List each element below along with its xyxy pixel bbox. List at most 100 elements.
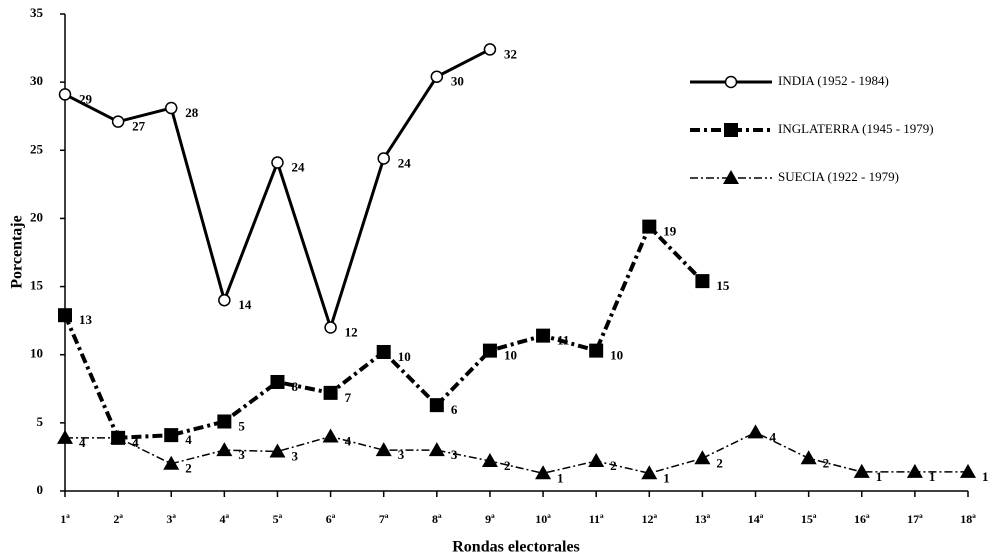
data-label: 10	[504, 348, 517, 363]
point	[111, 115, 125, 128]
point	[324, 321, 337, 334]
point	[483, 43, 497, 56]
point	[377, 152, 390, 165]
data-label: 24	[291, 160, 305, 175]
data-label: 12	[345, 324, 358, 339]
x-tick-label: 12ª	[641, 512, 657, 526]
data-label: 27	[132, 119, 146, 134]
point	[641, 465, 658, 480]
series-line	[64, 48, 491, 333]
point	[747, 424, 764, 439]
legend-marker	[724, 123, 738, 137]
data-label: 3	[291, 448, 298, 463]
data-label: 28	[185, 105, 199, 120]
series-line	[65, 431, 968, 475]
data-label: 1	[929, 469, 936, 484]
legend-label: SUECIA (1922 - 1979)	[778, 169, 899, 184]
x-tick-label: 1ª	[60, 512, 70, 526]
y-axis-title: Porcentaje	[9, 215, 26, 288]
data-label: 29	[79, 91, 93, 106]
x-tick-label: 17ª	[907, 512, 923, 526]
point	[694, 450, 711, 465]
data-label: 30	[451, 74, 464, 89]
series-line	[63, 223, 704, 440]
x-tick-label: 9ª	[485, 512, 495, 526]
data-label: 5	[238, 418, 245, 433]
point	[164, 428, 179, 443]
data-label: 3	[398, 447, 405, 462]
data-label: 15	[716, 278, 730, 293]
data-label: 2	[185, 461, 192, 476]
point	[589, 343, 604, 358]
y-tick-label: 5	[37, 414, 44, 429]
legend-label: INGLATERRA (1945 - 1979)	[778, 121, 934, 136]
data-label: 4	[132, 435, 139, 450]
point	[218, 293, 231, 307]
y-tick-label: 15	[30, 278, 44, 293]
x-tick-label: 11ª	[589, 512, 604, 526]
data-label: 14	[238, 297, 252, 312]
x-tick-label: 3ª	[166, 512, 176, 526]
data-label: 8	[291, 379, 298, 394]
point	[375, 442, 392, 457]
point	[323, 385, 338, 400]
data-label: 2	[504, 458, 511, 473]
y-tick-label: 30	[30, 73, 43, 88]
point	[429, 398, 444, 413]
point	[271, 156, 284, 169]
data-label: 2	[716, 455, 723, 470]
point	[163, 455, 180, 470]
point	[270, 374, 285, 389]
x-tick-label: 18ª	[960, 512, 976, 526]
point	[430, 70, 444, 83]
point	[110, 429, 127, 444]
data-label: 11	[557, 333, 569, 348]
point	[906, 463, 923, 478]
data-label: 1	[557, 470, 564, 485]
data-label: 13	[79, 312, 93, 327]
x-tick-label: 6ª	[326, 512, 336, 526]
y-tick-label: 20	[30, 209, 43, 224]
point	[428, 442, 445, 457]
point	[58, 88, 72, 101]
data-label: 4	[770, 429, 777, 444]
x-tick-label: 8ª	[432, 512, 442, 526]
x-tick-label: 10ª	[535, 512, 551, 526]
x-tick-label: 4ª	[220, 512, 230, 526]
point	[853, 463, 870, 478]
data-label: 4	[185, 432, 192, 447]
x-tick-label: 14ª	[748, 512, 764, 526]
point	[695, 274, 710, 289]
data-label: 24	[398, 155, 412, 170]
data-label: 1	[982, 469, 989, 484]
data-label: 19	[663, 224, 677, 239]
y-tick-label: 25	[30, 141, 44, 156]
y-tick-label: 0	[37, 482, 44, 497]
point	[269, 443, 286, 458]
point	[960, 463, 976, 478]
data-label: 2	[610, 458, 617, 473]
x-tick-label: 7ª	[379, 512, 389, 526]
data-label: 2	[823, 455, 830, 470]
point	[58, 308, 72, 323]
point	[536, 328, 551, 343]
data-label: 4	[345, 433, 352, 448]
point	[800, 450, 817, 465]
point	[164, 101, 178, 115]
point	[588, 453, 605, 468]
data-label: 10	[610, 348, 623, 363]
data-label: 3	[451, 447, 458, 462]
x-tick-label: 5ª	[273, 512, 283, 526]
data-label: 4	[79, 435, 86, 450]
point	[481, 453, 498, 468]
data-label: 7	[345, 390, 352, 405]
point	[216, 442, 233, 457]
point	[57, 429, 73, 444]
legend-marker	[723, 170, 739, 184]
point	[642, 219, 657, 234]
data-label: 1	[876, 469, 883, 484]
x-tick-label: 2ª	[113, 512, 123, 526]
point	[322, 428, 339, 443]
data-label: 32	[504, 46, 517, 61]
point	[376, 344, 391, 359]
